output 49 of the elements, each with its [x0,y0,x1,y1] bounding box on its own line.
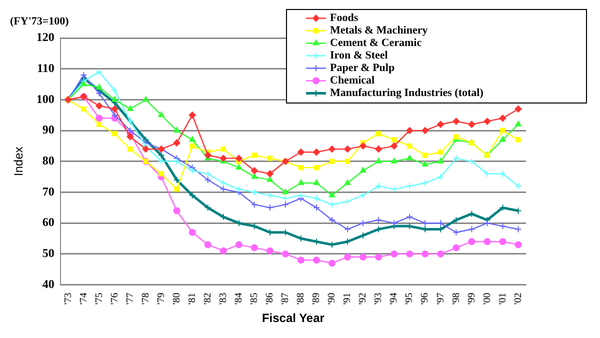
legend-label: Chemical [330,74,375,87]
x-tick-label: '79 [156,292,167,305]
x-tick-label: '92 [358,292,369,305]
x-tick-label: '00 [482,292,493,305]
x-tick-label: '87 [280,292,292,305]
y-tick-label: 90 [42,122,54,137]
y-tick-label: 70 [42,184,54,198]
x-tick-label: '84 [234,292,245,305]
x-tick-label: '93 [373,292,384,305]
x-tick-label: '73 [62,292,74,305]
x-tick-label: '02 [512,292,524,305]
x-tick-label: '82 [202,292,214,305]
x-tick-label: '97 [435,292,446,305]
y-tick-label: 50 [42,246,54,260]
x-tick-label: '83 [218,292,229,305]
y-tick-label: 100 [36,92,54,106]
legend-label: Manufacturing Industries (total) [330,87,484,100]
legend-label: Metals & Machinery [330,24,428,37]
x-tick-label: '94 [388,292,400,305]
x-tick-label: '91 [342,292,354,305]
x-tick-label: '89 [311,292,322,305]
legend-label: Paper & Pulp [330,62,395,74]
text: (FY'73=100) [10,15,70,28]
y-tick-label: 60 [42,215,54,230]
y-axis-title: Index [12,146,26,176]
legend-label: Cement & Ceramic [330,37,422,50]
x-tick-label: '86 [264,292,276,305]
x-tick-label: '78 [140,292,152,305]
x-tick-label: '81 [186,292,198,305]
x-tick-label: '85 [249,292,260,305]
x-tick-label: '98 [450,292,462,305]
y-tick-label: 120 [36,30,54,44]
x-tick-label: '77 [124,292,136,305]
y-tick-label: 80 [42,153,54,168]
x-tick-label: '95 [404,292,416,305]
x-tick-label: '96 [420,292,431,305]
x-tick-label: '75 [94,292,105,305]
x-tick-label: '99 [466,292,478,305]
y-tick-label: 110 [37,60,54,75]
y-tick-label: 40 [42,276,54,291]
x-tick-label: '74 [78,292,90,305]
x-tick-label: '80 [171,292,182,305]
x-axis-title: Fiscal Year [262,311,325,326]
legend-label: Iron & Steel [330,50,388,62]
x-tick-label: '01 [497,292,508,305]
x-tick-label: '90 [326,292,338,305]
x-tick-label: '88 [296,292,307,305]
x-tick-label: '76 [109,292,120,305]
legend-label: Foods [330,12,359,24]
